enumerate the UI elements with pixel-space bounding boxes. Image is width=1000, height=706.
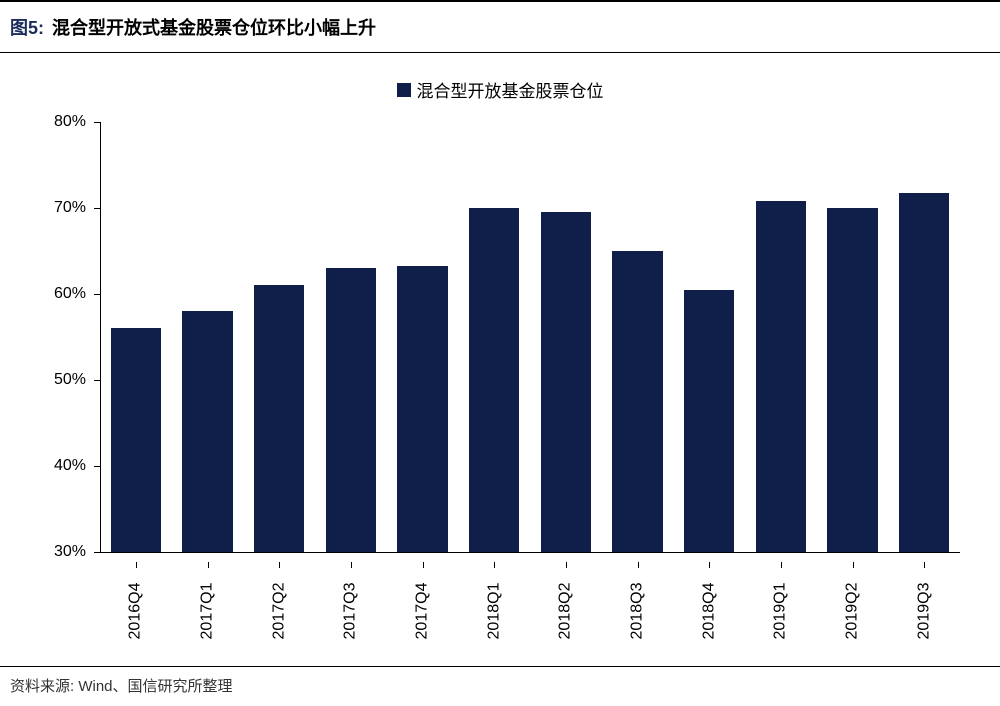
x-slot: 2016Q4 — [100, 568, 172, 620]
x-tick-label: 2016Q4 — [127, 583, 145, 640]
bar — [182, 311, 232, 552]
x-tick-mark — [638, 562, 639, 568]
x-tick-mark — [709, 562, 710, 568]
x-tick-mark — [566, 562, 567, 568]
bar — [541, 212, 591, 552]
y-tick: 60% — [54, 285, 100, 303]
x-tick-label: 2019Q3 — [915, 583, 933, 640]
legend-item: 混合型开放基金股票仓位 — [397, 77, 604, 102]
y-tick-label: 30% — [54, 543, 94, 561]
bar-slot — [745, 122, 817, 552]
bar-slot — [172, 122, 244, 552]
source-line: 资料来源: Wind、国信研究所整理 — [0, 667, 1000, 706]
y-tick: 40% — [54, 457, 100, 475]
x-tick-mark — [136, 562, 137, 568]
bars — [100, 122, 960, 552]
bar — [684, 290, 734, 552]
bar-slot — [602, 122, 674, 552]
bar-slot — [243, 122, 315, 552]
figure-header: 图5: 混合型开放式基金股票仓位环比小幅上升 — [0, 8, 1000, 53]
y-tick: 30% — [54, 543, 100, 561]
x-slot: 2019Q1 — [745, 568, 817, 620]
x-slot: 2018Q1 — [458, 568, 530, 620]
legend: 混合型开放基金股票仓位 — [0, 53, 1000, 112]
x-slot: 2017Q1 — [172, 568, 244, 620]
x-tick-label: 2017Q4 — [414, 583, 432, 640]
x-slot: 2018Q4 — [673, 568, 745, 620]
y-tick-label: 50% — [54, 371, 94, 389]
x-tick-mark — [494, 562, 495, 568]
x-slot: 2017Q4 — [387, 568, 459, 620]
figure-title: 混合型开放式基金股票仓位环比小幅上升 — [52, 14, 376, 40]
bar-slot — [315, 122, 387, 552]
x-tick-label: 2017Q1 — [199, 583, 217, 640]
x-tick-label: 2018Q1 — [485, 583, 503, 640]
x-slot: 2017Q2 — [243, 568, 315, 620]
x-tick-label: 2018Q4 — [700, 583, 718, 640]
bar-slot — [817, 122, 889, 552]
legend-label: 混合型开放基金股票仓位 — [417, 77, 604, 102]
bar — [899, 193, 949, 552]
y-tick-label: 80% — [54, 113, 94, 131]
x-tick-mark — [781, 562, 782, 568]
bar-slot — [530, 122, 602, 552]
bar — [756, 201, 806, 552]
x-tick-mark — [351, 562, 352, 568]
y-tick-label: 40% — [54, 457, 94, 475]
x-tick-mark — [853, 562, 854, 568]
y-tick-label: 70% — [54, 199, 94, 217]
x-tick-label: 2017Q3 — [342, 583, 360, 640]
bar-slot — [100, 122, 172, 552]
figure-label: 图5: — [10, 14, 44, 40]
bar-slot — [888, 122, 960, 552]
y-tick-label: 60% — [54, 285, 94, 303]
x-slot: 2018Q3 — [602, 568, 674, 620]
x-tick-mark — [423, 562, 424, 568]
x-tick-mark — [208, 562, 209, 568]
source-prefix: 资料来源: — [10, 678, 74, 695]
x-tick-label: 2018Q3 — [629, 583, 647, 640]
legend-swatch — [397, 83, 411, 97]
x-tick-mark — [279, 562, 280, 568]
y-tick: 70% — [54, 199, 100, 217]
bar — [612, 251, 662, 552]
bar-slot — [458, 122, 530, 552]
y-tick: 50% — [54, 371, 100, 389]
bar — [469, 208, 519, 552]
y-tick: 80% — [54, 113, 100, 131]
x-slot: 2019Q3 — [888, 568, 960, 620]
chart: 30%40%50%60%70%80% — [30, 112, 970, 552]
x-axis-line — [100, 552, 960, 553]
source-text: Wind、国信研究所整理 — [78, 678, 232, 695]
x-slot: 2017Q3 — [315, 568, 387, 620]
x-tick-mark — [924, 562, 925, 568]
x-slot: 2018Q2 — [530, 568, 602, 620]
y-axis: 30%40%50%60%70%80% — [30, 122, 100, 552]
x-tick-label: 2019Q2 — [844, 583, 862, 640]
bar-slot — [673, 122, 745, 552]
bar — [827, 208, 877, 552]
x-slot: 2019Q2 — [817, 568, 889, 620]
header-rule — [0, 0, 1000, 2]
bar — [326, 268, 376, 552]
bar-slot — [387, 122, 459, 552]
x-tick-label: 2018Q2 — [557, 583, 575, 640]
bar — [397, 266, 447, 552]
figure-container: 图5: 混合型开放式基金股票仓位环比小幅上升 混合型开放基金股票仓位 30% 40… — [0, 0, 1000, 706]
x-axis-labels: 2016Q42017Q12017Q22017Q32017Q42018Q12018… — [30, 562, 970, 662]
bar — [111, 328, 161, 552]
plot-area — [100, 122, 960, 552]
x-tick-label: 2017Q2 — [270, 583, 288, 640]
x-tick-label: 2019Q1 — [772, 583, 790, 640]
bar — [254, 285, 304, 552]
